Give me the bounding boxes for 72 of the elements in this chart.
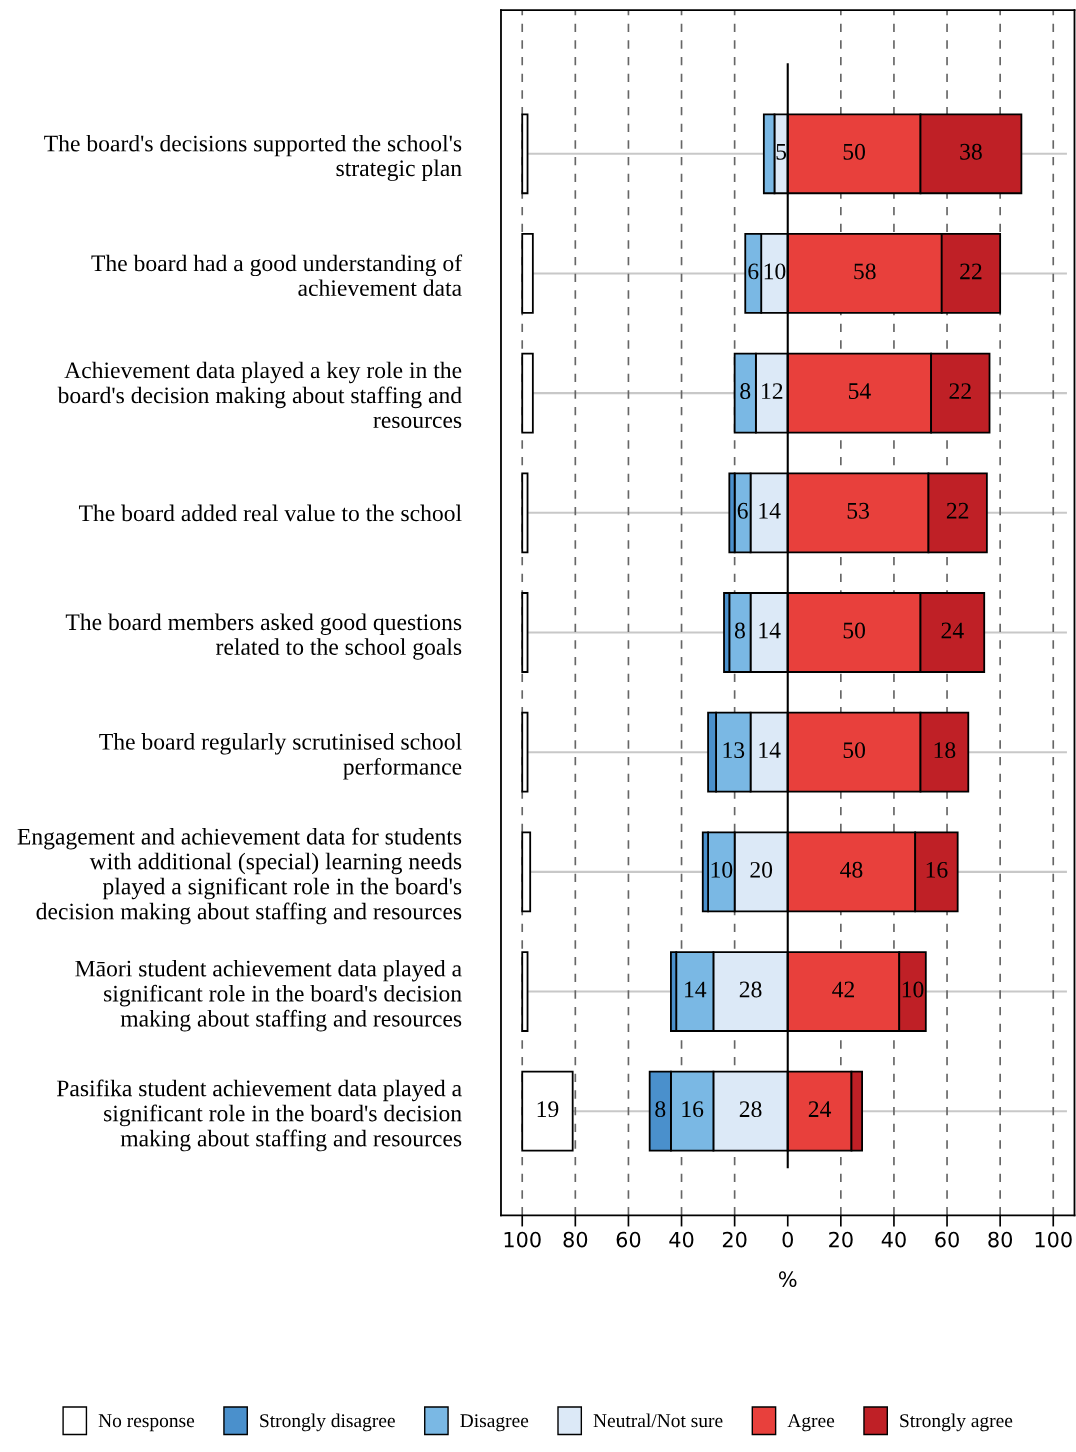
bar	[521, 352, 534, 434]
y-tick-label: The board had a good understanding of achievement data	[91, 254, 463, 297]
y-tick-label: Achievement data played a key role in the board's decision making about staffing and resources	[57, 361, 462, 429]
x-tick-label: 40	[881, 1231, 906, 1248]
data-label: 13	[723, 742, 745, 759]
x-tick-label: 100	[504, 1231, 541, 1248]
data-label: 38	[960, 143, 982, 160]
data-label: 22	[960, 263, 982, 280]
data-label: 8	[655, 1101, 666, 1118]
y-tick-label: Engagement and achievement data for students with additional (special) learning needs played a significant role in the board's decision making about staffing and resources	[17, 827, 462, 925]
legend-label: Disagree	[460, 1414, 529, 1432]
x-axis-title: %	[778, 1271, 797, 1288]
data-label: 16	[926, 861, 948, 878]
x-tick-label: 40	[669, 1231, 694, 1248]
data-label: 10	[711, 861, 733, 878]
x-tick-label: 0	[782, 1231, 793, 1248]
legend-label: Strongly agree	[900, 1413, 1013, 1432]
y-tick-label: The board members asked good questions related to the school goals	[65, 613, 462, 660]
data-label: 22	[946, 502, 969, 519]
bar	[521, 592, 529, 673]
data-label: 10	[764, 263, 786, 280]
data-label: 16	[682, 1101, 704, 1118]
y-tick-label: The board regularly scrutinised school performance	[99, 733, 462, 780]
data-label: 28	[739, 981, 762, 998]
y-tick-label: Māori student achievement data played a significant role in the board's decision making about staffing and resources	[75, 959, 462, 1032]
x-tick-label: 60	[935, 1231, 959, 1248]
data-label: 54	[848, 383, 871, 400]
data-label: 8	[740, 383, 751, 400]
y-tick-label: The board added real value to the school	[78, 504, 462, 522]
data-label: 50	[843, 622, 866, 639]
data-label: 22	[949, 383, 971, 399]
legend-label: Agree	[787, 1414, 835, 1432]
data-label: 19	[537, 1101, 559, 1118]
x-tick-label: 60	[616, 1231, 641, 1248]
data-label: 53	[847, 502, 869, 519]
data-label: 50	[843, 143, 866, 160]
bar	[521, 113, 529, 195]
data-label: 24	[808, 1101, 832, 1117]
x-tick-label: 20	[829, 1231, 853, 1248]
bar	[521, 1070, 574, 1152]
data-label: 42	[832, 981, 854, 998]
data-label: 18	[934, 742, 956, 759]
data-label: 14	[759, 742, 781, 758]
data-label: 14	[685, 981, 707, 998]
data-label: 6	[748, 263, 759, 280]
data-label: 24	[941, 622, 964, 639]
data-label: 48	[840, 861, 863, 878]
legend-label: Neutral/Not sure	[593, 1413, 723, 1428]
data-label: 28	[739, 1101, 762, 1118]
bar	[521, 233, 534, 314]
data-label: 20	[750, 861, 773, 878]
y-tick-label: The board's decisions supported the school's strategic plan	[44, 134, 462, 182]
data-label: 58	[854, 263, 876, 280]
data-label: 50	[843, 742, 866, 759]
data-label: 8	[734, 622, 745, 639]
data-label: 12	[762, 383, 783, 399]
data-label: 5	[776, 143, 787, 160]
bar	[521, 831, 532, 913]
data-label: 14	[759, 622, 781, 639]
data-label: 10	[902, 981, 924, 998]
x-tick-label: 20	[722, 1231, 747, 1248]
legend-label: Strongly disagree	[260, 1413, 395, 1432]
x-tick-label: 100	[1035, 1231, 1072, 1248]
y-tick-label: Pasifika student achievement data played a significant role in the board's decision making about staffing and resources	[56, 1079, 462, 1152]
bar	[521, 951, 529, 1032]
bar	[521, 472, 529, 554]
data-label: 14	[759, 502, 781, 519]
data-label: 6	[737, 502, 748, 519]
x-tick-label: 80	[988, 1231, 1013, 1248]
legend-label: No response	[98, 1414, 195, 1432]
x-tick-label: 80	[563, 1231, 588, 1248]
bar	[521, 711, 529, 793]
